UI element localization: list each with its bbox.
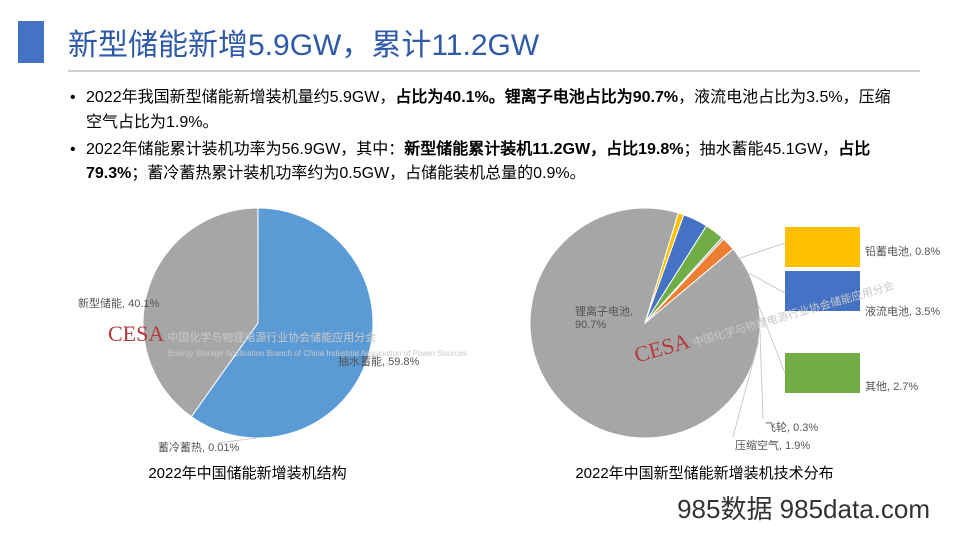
bullet-list: 2022年我国新型储能新增装机量约5.9GW，占比为40.1%。锂离子电池占比为… (70, 86, 906, 187)
legend-square (785, 271, 860, 311)
pie-chart-2: 锂离子电池, 90.7%铅蓄电池, 0.8%液流电池, 3.5%其他, 2.7%… (485, 193, 924, 453)
chart-right: 锂离子电池, 90.7%铅蓄电池, 0.8%液流电池, 3.5%其他, 2.7%… (485, 193, 924, 483)
pie-label: 蓄冷蓄热, 0.01% (158, 439, 239, 455)
chart-2-title: 2022年中国新型储能新增装机技术分布 (485, 462, 924, 483)
bullet-2: 2022年储能累计装机功率为56.9GW，其中：新型储能累计装机11.2GW，占… (70, 138, 906, 188)
pie-svg-1 (28, 193, 488, 453)
pie-label: 飞轮, 0.3% (765, 419, 818, 435)
slide-title-bar: 新型储能新增5.9GW，累计11.2GW (18, 20, 960, 64)
slide-title: 新型储能新增5.9GW，累计11.2GW (68, 20, 539, 64)
pie-label: 新型储能, 40.1% (78, 295, 159, 311)
legend-square (785, 227, 860, 267)
title-accent-block (18, 21, 44, 63)
pie-label: 液流电池, 3.5% (865, 303, 940, 319)
bullet-1: 2022年我国新型储能新增装机量约5.9GW，占比为40.1%。锂离子电池占比为… (70, 86, 906, 136)
chart-left: 抽水蓄能, 59.8%新型储能, 40.1%蓄冷蓄热, 0.01% CESA 中… (28, 193, 467, 483)
footer-watermark: 985数据 985data.com (677, 489, 930, 526)
pie-chart-1: 抽水蓄能, 59.8%新型储能, 40.1%蓄冷蓄热, 0.01% CESA 中… (28, 193, 467, 453)
pie-label: 压缩空气, 1.9% (735, 437, 810, 453)
title-underline (68, 70, 920, 72)
pie-label: 抽水蓄能, 59.8% (338, 353, 419, 369)
pie-center-label: 锂离子电池, 90.7% (575, 303, 633, 331)
charts-row: 抽水蓄能, 59.8%新型储能, 40.1%蓄冷蓄热, 0.01% CESA 中… (0, 193, 960, 483)
legend-square (785, 353, 860, 393)
pie-label: 其他, 2.7% (865, 378, 918, 394)
chart-1-title: 2022年中国储能新增装机结构 (28, 462, 467, 483)
pie-label: 铅蓄电池, 0.8% (865, 243, 940, 259)
pie-svg-2 (485, 193, 955, 453)
